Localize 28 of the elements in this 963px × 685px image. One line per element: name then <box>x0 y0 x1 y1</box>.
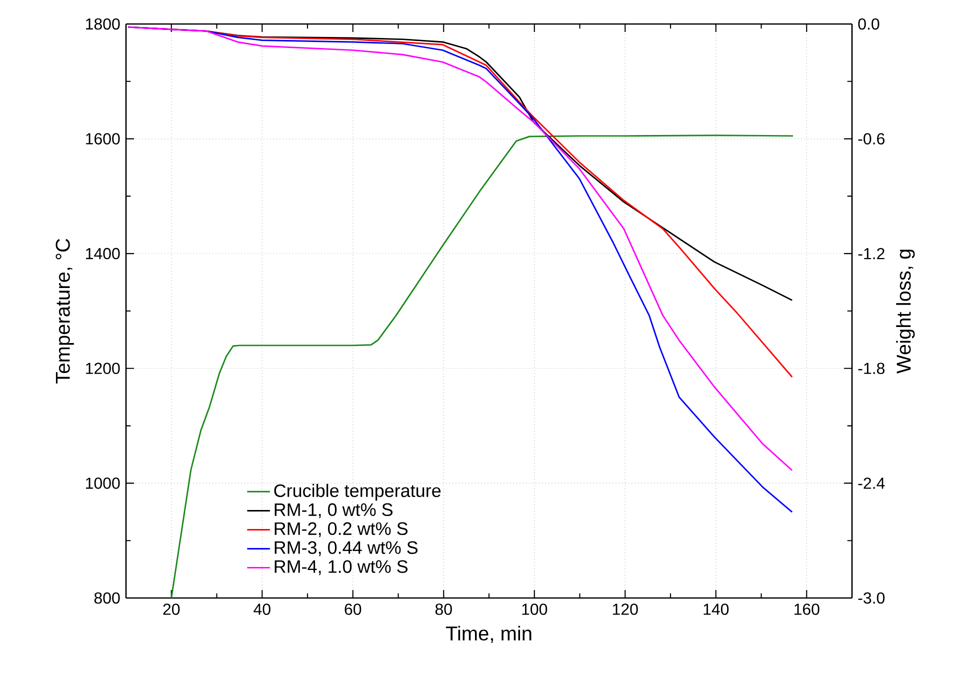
y2-tick-label: -0.6 <box>858 133 884 144</box>
y-tick-label: 1200 <box>86 362 120 374</box>
y2-tick-label: 0.0 <box>858 18 880 30</box>
x-tick-label: 160 <box>794 604 820 615</box>
x-tick-label: 80 <box>435 604 452 615</box>
x-tick-label: 100 <box>522 604 548 615</box>
legend-label: RM-4, 1.0 wt% S <box>274 560 408 576</box>
legend-label: RM-1, 0 wt% S <box>274 503 393 518</box>
y-axis-title: Temperature, °C <box>56 238 74 384</box>
x-tick-label: 40 <box>254 604 270 615</box>
x-tick-label: 20 <box>163 604 180 615</box>
x-tick-label: 120 <box>612 604 638 615</box>
y2-axis-title: Weight loss, g <box>896 250 915 374</box>
y2-tick-label: -1.2 <box>858 248 884 260</box>
legend-label: RM-3, 0.44 wt% S <box>274 541 418 556</box>
y2-tick-label: -3.0 <box>858 592 885 604</box>
x-axis-title: Time, min <box>446 626 532 643</box>
y-tick-label: 1000 <box>86 478 120 489</box>
x-tick-label: 60 <box>344 604 362 615</box>
y2-tick-label: -1.8 <box>858 362 884 374</box>
x-tick-label: 140 <box>704 604 729 615</box>
y-tick-label: 800 <box>94 592 120 604</box>
legend-label: Crucible temperature <box>274 484 441 501</box>
y-tick-label: 1600 <box>86 133 120 144</box>
y-tick-label: 1400 <box>86 248 120 260</box>
y2-tick-label: -2.4 <box>858 478 885 489</box>
legend-label: RM-2, 0.2 wt% S <box>274 522 408 538</box>
y-tick-label: 1800 <box>86 18 120 30</box>
